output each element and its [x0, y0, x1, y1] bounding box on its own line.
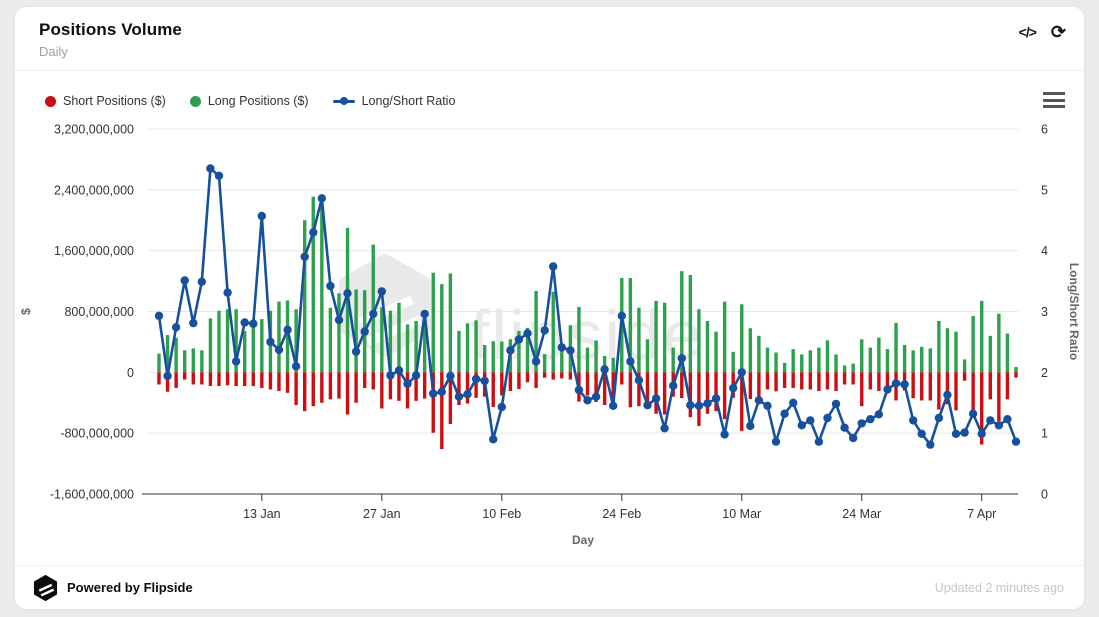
right-axis-title: Long/Short Ratio: [1067, 263, 1080, 360]
page-subtitle: Daily: [39, 44, 68, 59]
card-footer: Powered by Flipside Updated 2 minutes ag…: [15, 565, 1084, 609]
refresh-icon[interactable]: ⟳: [1050, 22, 1066, 42]
grid-lines: [148, 128, 1018, 434]
svg-text:1,600,000,000: 1,600,000,000: [54, 244, 134, 258]
svg-text:2: 2: [1041, 366, 1048, 380]
short-positions-bars[interactable]: [157, 372, 1018, 450]
svg-text:5: 5: [1041, 183, 1048, 197]
svg-text:10 Mar: 10 Mar: [722, 507, 761, 521]
x-axis-title: Day: [572, 533, 594, 547]
card-header: Positions Volume Daily </> ⟳: [15, 7, 1084, 71]
powered-by-label: Powered by Flipside: [67, 580, 193, 595]
header-titles: Positions Volume Daily: [39, 20, 182, 59]
x-axis-ticks: [261, 494, 983, 501]
svg-text:13 Jan: 13 Jan: [243, 507, 281, 521]
svg-text:3: 3: [1041, 305, 1048, 319]
legend-label: Long/Short Ratio: [361, 94, 456, 108]
y-axis-left-labels: 3,200,000,000 2,400,000,000 1,600,000,000 8…: [50, 123, 134, 502]
svg-text:0: 0: [1041, 488, 1048, 502]
svg-text:24 Mar: 24 Mar: [842, 507, 881, 521]
svg-text:3,200,000,000: 3,200,000,000: [54, 123, 134, 137]
svg-text:-1,600,000,000: -1,600,000,000: [50, 488, 134, 502]
legend-item-long-positions[interactable]: Long Positions ($): [189, 94, 309, 108]
chart-context-menu-button[interactable]: [1043, 92, 1065, 108]
svg-text:800,000,000: 800,000,000: [64, 305, 134, 319]
header-icons: </> ⟳: [1018, 22, 1066, 42]
svg-text:7 Apr: 7 Apr: [967, 507, 996, 521]
chart-legend: Short Positions ($) Long Positions ($) L…: [45, 94, 455, 108]
svg-text:1: 1: [1041, 427, 1048, 441]
page-title: Positions Volume: [39, 20, 182, 39]
updated-timestamp: Updated 2 minutes ago: [934, 580, 1064, 595]
x-axis-labels: 13 Jan 27 Jan 10 Feb 24 Feb 10 Mar 24 Mar 7 Ap…: [243, 507, 996, 521]
chart-svg[interactable]: flipside3,200,000,0002,400,000,0001,600,…: [20, 76, 1080, 554]
svg-text:2,400,000,000: 2,400,000,000: [54, 183, 134, 197]
svg-text:0: 0: [127, 366, 134, 380]
svg-text:27 Jan: 27 Jan: [363, 507, 401, 521]
positions-volume-card: Positions Volume Daily </> ⟳ Short Posit…: [14, 6, 1085, 610]
hamburger-icon: [1043, 92, 1065, 95]
legend-label: Short Positions ($): [63, 94, 166, 108]
flipside-logo-icon: [33, 574, 58, 601]
legend-item-ratio[interactable]: Long/Short Ratio: [332, 94, 456, 108]
y-axis-right-labels: 6 5 4 3 2 1 0: [1041, 123, 1048, 502]
ratio-markers[interactable]: [154, 164, 1021, 449]
legend-item-short-positions[interactable]: Short Positions ($): [45, 94, 166, 108]
svg-text:10 Feb: 10 Feb: [482, 507, 521, 521]
svg-text:24 Feb: 24 Feb: [602, 507, 641, 521]
long-positions-legend-dot-icon: [189, 95, 201, 107]
left-axis-title: $: [20, 308, 33, 315]
short-positions-legend-dot-icon: [45, 95, 56, 107]
legend-label: Long Positions ($): [207, 94, 309, 108]
chart-region: Short Positions ($) Long Positions ($) L…: [15, 71, 1084, 568]
footer-branding[interactable]: Powered by Flipside: [33, 574, 193, 601]
ratio-legend-marker-icon: [332, 96, 355, 107]
svg-text:4: 4: [1041, 244, 1048, 258]
code-icon[interactable]: </>: [1018, 24, 1037, 40]
svg-text:6: 6: [1041, 123, 1048, 137]
svg-text:-800,000,000: -800,000,000: [60, 427, 134, 441]
